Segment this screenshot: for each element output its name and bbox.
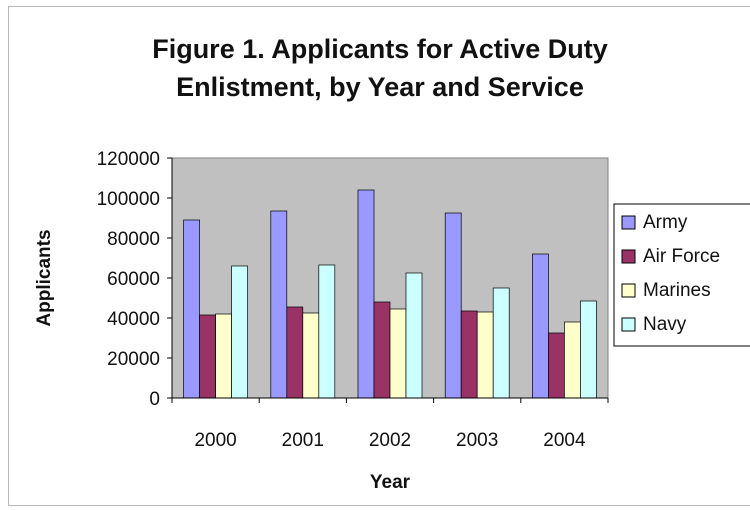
- bar-army-2004: [532, 253, 549, 399]
- bar-army-2003: [444, 212, 462, 399]
- bar-air-force-2000: [199, 314, 216, 399]
- bar-marines-2003: [476, 311, 494, 399]
- bar-army-2002: [357, 189, 375, 399]
- bar-navy-2003: [492, 287, 510, 399]
- y-tick-label: 20000: [107, 349, 160, 370]
- bar-air-force-2004: [548, 332, 565, 399]
- chart-title-line-2: Enlistment, by Year and Service: [176, 72, 584, 102]
- x-tick-label: 2004: [543, 430, 586, 451]
- bar-air-force-2002: [373, 301, 391, 399]
- bar-air-force-2001: [286, 306, 304, 399]
- chart-title-line-1: Figure 1. Applicants for Active Duty: [152, 34, 608, 64]
- chart-title: Figure 1. Applicants for Active Duty Enl…: [0, 30, 750, 106]
- legend-label-air-force: Air Force: [643, 246, 720, 267]
- bar-navy-2001: [318, 264, 336, 399]
- bar-army-2001: [270, 210, 288, 399]
- bar-air-force-2003: [460, 310, 478, 399]
- y-tick-label: 80000: [107, 229, 160, 250]
- x-tick-label: 2003: [456, 430, 498, 451]
- legend-label-navy: Navy: [643, 314, 687, 335]
- x-tick-label: 2001: [282, 430, 324, 451]
- legend-label-army: Army: [643, 212, 688, 233]
- y-tick-label: 120000: [97, 149, 160, 170]
- bar-army-2000: [183, 219, 200, 399]
- legend-label-marines: Marines: [643, 280, 711, 301]
- y-axis-ticks: 0 20000 40000 60000 80000 100000 120000: [97, 149, 172, 410]
- legend-swatch-navy: [621, 317, 636, 332]
- legend-swatch-air-force: [621, 249, 636, 264]
- x-axis-ticks: 2000 2001 2002 2003 2004: [171, 398, 609, 451]
- legend-box: [613, 203, 750, 347]
- y-tick-label: 60000: [107, 269, 160, 290]
- x-axis-title: Year: [370, 472, 411, 493]
- y-tick-label: 40000: [107, 309, 160, 330]
- bar-marines-2004: [564, 321, 581, 399]
- legend: Army Air Force Marines Navy: [613, 203, 750, 347]
- y-tick-label: 0: [149, 389, 160, 410]
- legend-swatch-army: [621, 215, 636, 230]
- y-axis-title: Applicants: [34, 229, 55, 326]
- legend-swatch-marines: [621, 283, 636, 298]
- bar-navy-2000: [231, 265, 248, 399]
- bar-navy-2004: [580, 300, 597, 399]
- x-tick-label: 2002: [369, 430, 411, 451]
- bar-navy-2002: [405, 272, 423, 399]
- bars-group: [183, 189, 597, 399]
- x-tick-label: 2000: [194, 430, 236, 451]
- y-tick-label: 100000: [97, 189, 160, 210]
- bar-marines-2000: [215, 313, 232, 399]
- bar-marines-2002: [389, 308, 407, 399]
- bar-marines-2001: [302, 312, 320, 399]
